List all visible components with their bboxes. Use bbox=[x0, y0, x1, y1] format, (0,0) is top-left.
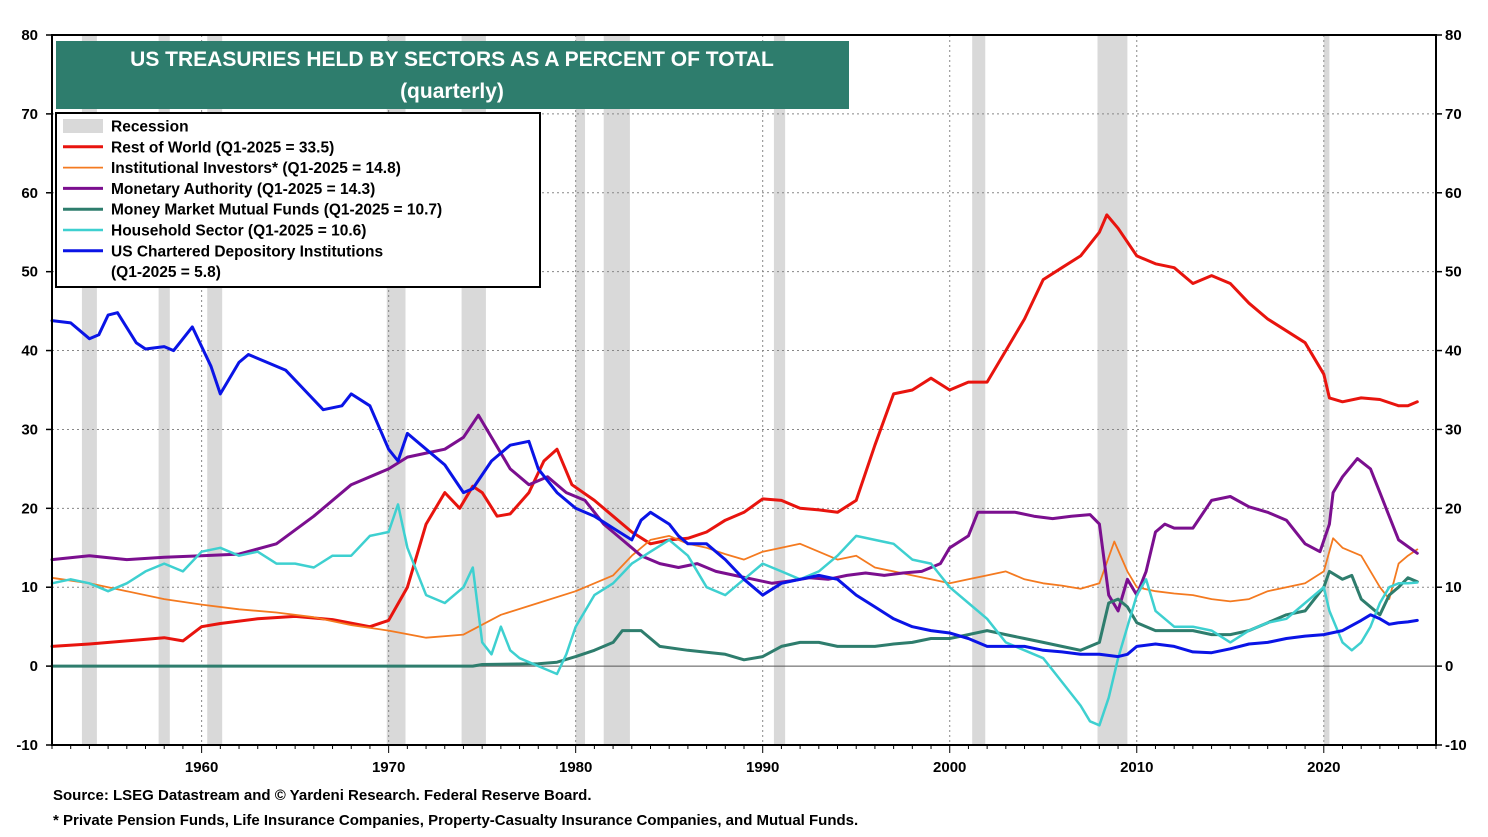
y-tick-label-right: 80 bbox=[1445, 27, 1462, 44]
x-tick-label: 2010 bbox=[1120, 759, 1153, 776]
series-line bbox=[50, 503, 1419, 727]
x-tick-label: 2020 bbox=[1307, 759, 1340, 776]
legend-label: US Chartered Depository Institutions bbox=[111, 243, 383, 260]
series-line bbox=[50, 213, 1419, 648]
x-tick-label: 1990 bbox=[746, 759, 779, 776]
y-tick-label-right: 60 bbox=[1445, 185, 1462, 202]
y-tick-label: 30 bbox=[21, 421, 38, 438]
title-box: US TREASURIES HELD BY SECTORS AS A PERCE… bbox=[56, 41, 849, 109]
chart-subtitle: (quarterly) bbox=[400, 80, 504, 103]
series-line bbox=[51, 535, 1419, 639]
y-tick-label-right: 10 bbox=[1445, 579, 1462, 596]
recession-band bbox=[575, 35, 586, 745]
y-tick-label: 20 bbox=[21, 500, 38, 517]
y-tick-label: 10 bbox=[21, 579, 38, 596]
x-tick-label: 2000 bbox=[933, 759, 966, 776]
legend: Recession Rest of World (Q1-2025 = 33.5) I… bbox=[55, 112, 541, 288]
legend-label-recession: Recession bbox=[111, 119, 189, 136]
x-tick-label: 1970 bbox=[372, 759, 405, 776]
legend-label: Money Market Mutual Funds (Q1-2025 = 10.… bbox=[111, 202, 442, 219]
chart-title: US TREASURIES HELD BY SECTORS AS A PERCE… bbox=[130, 48, 774, 71]
legend-label: Household Sector (Q1-2025 = 10.6) bbox=[111, 223, 366, 240]
legend-label: (Q1-2025 = 5.8) bbox=[111, 264, 221, 281]
y-tick-label-right: -10 bbox=[1445, 737, 1467, 754]
y-tick-label-right: 30 bbox=[1445, 421, 1462, 438]
legend-label: Monetary Authority (Q1-2025 = 14.3) bbox=[111, 181, 375, 198]
y-tick-label-right: 40 bbox=[1445, 343, 1462, 360]
y-tick-label-right: 0 bbox=[1445, 658, 1453, 675]
legend-label: Institutional Investors* (Q1-2025 = 14.8… bbox=[111, 160, 401, 177]
series-lines bbox=[50, 213, 1419, 727]
y-tick-label-right: 70 bbox=[1445, 106, 1462, 123]
legend-label: Rest of World (Q1-2025 = 33.5) bbox=[111, 139, 334, 156]
y-tick-label-right: 50 bbox=[1445, 264, 1462, 281]
legend-swatch-recession bbox=[63, 119, 103, 133]
y-tick-label: 70 bbox=[21, 106, 38, 123]
series-line bbox=[50, 413, 1419, 613]
y-tick-label: 50 bbox=[21, 264, 38, 281]
series-line bbox=[50, 311, 1419, 659]
y-tick-label: 60 bbox=[21, 185, 38, 202]
x-tick-label: 1960 bbox=[185, 759, 218, 776]
footnote: * Private Pension Funds, Life Insurance … bbox=[53, 812, 859, 829]
recession-band bbox=[603, 35, 630, 745]
x-tick-label: 1980 bbox=[559, 759, 592, 776]
y-tick-label-right: 20 bbox=[1445, 500, 1462, 517]
y-tick-label: 40 bbox=[21, 343, 38, 360]
y-tick-label: 0 bbox=[30, 658, 38, 675]
y-tick-label: 80 bbox=[21, 27, 38, 44]
recession-band bbox=[158, 35, 170, 745]
y-tick-label: -10 bbox=[16, 737, 38, 754]
recession-band bbox=[773, 35, 786, 745]
recession-band bbox=[972, 35, 986, 745]
source-note: Source: LSEG Datastream and © Yardeni Re… bbox=[53, 787, 592, 804]
